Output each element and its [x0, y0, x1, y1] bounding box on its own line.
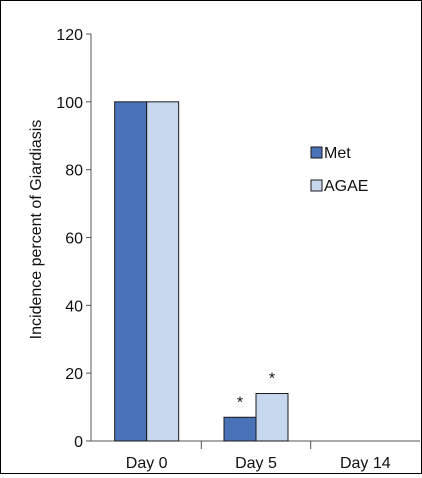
x-tick-label: Day 0 [126, 455, 168, 472]
legend-label-met: Met [324, 145, 351, 162]
legend-swatch-agae [310, 179, 323, 192]
bar-met-day-5 [223, 416, 257, 442]
bar-agae-day-5 [255, 393, 289, 442]
tick-labels: 0 20 40 60 80 100 120 Day 0 Day 5 Day 14 [56, 27, 390, 472]
bars [114, 101, 289, 442]
y-tick-label: 0 [74, 434, 83, 451]
legend-swatch-met [310, 146, 323, 159]
annotations: ** [237, 371, 275, 412]
y-tick-label: 20 [65, 366, 83, 383]
bar-met-day-0 [114, 101, 148, 442]
y-axis-label: Incidence percent of Giardiasis [28, 120, 45, 340]
y-tick-label: 100 [56, 95, 83, 112]
legend: Met AGAE [310, 145, 368, 195]
bar-agae-day-0 [146, 101, 180, 442]
legend-label-agae: AGAE [324, 178, 368, 195]
x-tick-label: Day 5 [235, 455, 277, 472]
y-tick-label: 40 [65, 298, 83, 315]
x-tick-label: Day 14 [340, 455, 391, 472]
significance-star: * [269, 371, 275, 388]
y-tick-label: 60 [65, 231, 83, 248]
y-tick-label: 80 [65, 163, 83, 180]
y-tick-label: 120 [56, 27, 83, 44]
significance-star: * [237, 394, 243, 411]
